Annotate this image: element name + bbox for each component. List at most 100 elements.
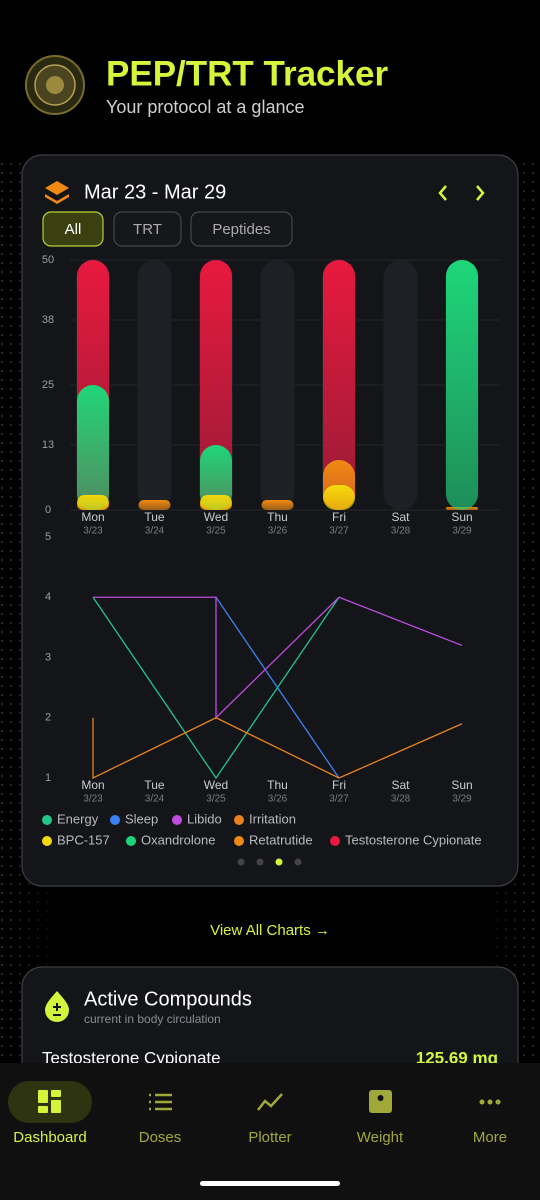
x-tick-label: Thu xyxy=(267,510,288,524)
bar xyxy=(200,445,232,510)
x-date-label: 3/26 xyxy=(268,526,288,537)
legend: Energy Sleep Libido Irritation BPC-157 Oxandr… xyxy=(42,811,482,847)
nav-label: Doses xyxy=(139,1129,182,1146)
compound-amount: 125.69 mg xyxy=(416,1048,498,1067)
app-title: PEP/TRT Tracker xyxy=(106,54,388,93)
legend-swatch xyxy=(126,836,136,846)
legend-swatch xyxy=(234,836,244,846)
x-tick-label: Sun xyxy=(451,778,472,792)
nav-label: Plotter xyxy=(248,1129,291,1146)
nav-plotter[interactable]: Plotter xyxy=(248,1093,292,1146)
nav-dashboard[interactable]: Dashboard xyxy=(13,1090,87,1146)
drop-icon xyxy=(45,991,69,1022)
bar-track xyxy=(260,260,295,510)
legend-swatch xyxy=(330,836,340,846)
x-tick-label: Wed xyxy=(204,778,228,792)
series-line xyxy=(215,596,340,779)
bar xyxy=(261,500,294,510)
filter-label: All xyxy=(65,221,82,238)
active-subtitle: current in body circulation xyxy=(84,1012,221,1026)
x-date-label: 3/23 xyxy=(83,794,103,805)
y-tick-label: 38 xyxy=(42,314,54,326)
x-tick-label: Sat xyxy=(391,510,410,524)
filter-trt[interactable] xyxy=(113,211,182,247)
filter-all[interactable] xyxy=(42,211,104,247)
y-tick-label: 0 xyxy=(45,504,51,516)
bar xyxy=(77,385,109,510)
nav-bar xyxy=(0,1063,540,1200)
bar xyxy=(446,260,478,510)
layers-icon xyxy=(45,181,69,204)
x-date-label: 3/24 xyxy=(145,794,165,805)
nav-more[interactable]: More xyxy=(473,1099,507,1146)
nav-active-pill xyxy=(8,1081,92,1123)
x-date-label: 3/28 xyxy=(391,794,411,805)
x-date-label: 3/29 xyxy=(452,526,472,537)
x-tick-label: Sat xyxy=(391,778,410,792)
logo xyxy=(25,55,85,115)
x-tick-label: Mon xyxy=(81,778,104,792)
x-tick-label: Wed xyxy=(204,510,228,524)
x-tick-label: Tue xyxy=(144,510,165,524)
legend-label: Energy xyxy=(57,811,99,826)
home-indicator xyxy=(200,1181,340,1186)
legend-label: Retatrutide xyxy=(249,832,313,847)
legend-swatch xyxy=(172,815,182,825)
legend-swatch xyxy=(42,836,52,846)
bar xyxy=(138,500,171,510)
legend-swatch xyxy=(110,815,120,825)
y-tick-label: 5 xyxy=(45,531,51,543)
bar xyxy=(200,495,232,510)
legend-swatch xyxy=(234,815,244,825)
bar-chart: 0 13 25 38 50 Mon 3/23 Tue 3/24 Wed 3/25 Thu 3/26 Fri… xyxy=(42,254,500,537)
y-tick-label: 50 xyxy=(42,254,54,266)
y-tick-label: 4 xyxy=(45,591,51,603)
nav-label: Dashboard xyxy=(13,1129,86,1146)
x-date-label: 3/29 xyxy=(452,794,472,805)
line-chart: 1 2 3 4 5 Mon 3/23 Tue 3/24 Wed 3/25 Thu 3/26 Fri 3/27… xyxy=(45,531,473,805)
x-tick-label: Mon xyxy=(81,510,104,524)
y-tick-label: 1 xyxy=(45,772,51,784)
active-title: Active Compounds xyxy=(84,988,252,1010)
legend-label: Oxandrolone xyxy=(141,832,215,847)
app-subtitle: Your protocol at a glance xyxy=(106,97,304,117)
legend-label: Irritation xyxy=(249,811,296,826)
view-all-link[interactable]: View All Charts → xyxy=(210,922,330,939)
y-tick-label: 25 xyxy=(42,379,54,391)
series-line xyxy=(92,596,340,780)
x-date-label: 3/25 xyxy=(206,794,226,805)
prev-week[interactable] xyxy=(438,185,447,201)
legend-swatch xyxy=(42,815,52,825)
bar xyxy=(77,495,109,510)
y-tick-label: 3 xyxy=(45,651,51,663)
nav-weight[interactable]: Weight xyxy=(357,1090,404,1146)
filter-peptides[interactable] xyxy=(190,211,293,247)
next-week[interactable] xyxy=(476,185,485,201)
x-date-label: 3/28 xyxy=(391,526,411,537)
x-date-label: 3/24 xyxy=(145,526,165,537)
bar xyxy=(323,485,355,510)
legend-label: Testosterone Cypionate xyxy=(345,832,482,847)
compound-name: Testosterone Cypionate xyxy=(42,1048,221,1067)
bar xyxy=(323,260,355,510)
x-tick-label: Tue xyxy=(144,778,165,792)
x-date-label: 3/26 xyxy=(268,794,288,805)
x-date-label: 3/27 xyxy=(329,794,349,805)
nav-label: More xyxy=(473,1129,507,1146)
bar-track xyxy=(383,260,418,510)
nav-label: Weight xyxy=(357,1129,404,1146)
legend-label: Libido xyxy=(187,811,222,826)
legend-label: Sleep xyxy=(125,811,158,826)
bar-track xyxy=(137,260,172,510)
y-tick-label: 2 xyxy=(45,712,51,724)
x-date-label: 3/23 xyxy=(83,526,103,537)
legend-label: BPC-157 xyxy=(57,832,110,847)
x-date-label: 3/25 xyxy=(206,526,226,537)
date-range: Mar 23 - Mar 29 xyxy=(84,181,226,203)
series-line xyxy=(92,717,463,780)
filter-label: TRT xyxy=(133,221,162,238)
filter-label: Peptides xyxy=(212,221,270,238)
nav-doses[interactable]: Doses xyxy=(139,1093,182,1146)
